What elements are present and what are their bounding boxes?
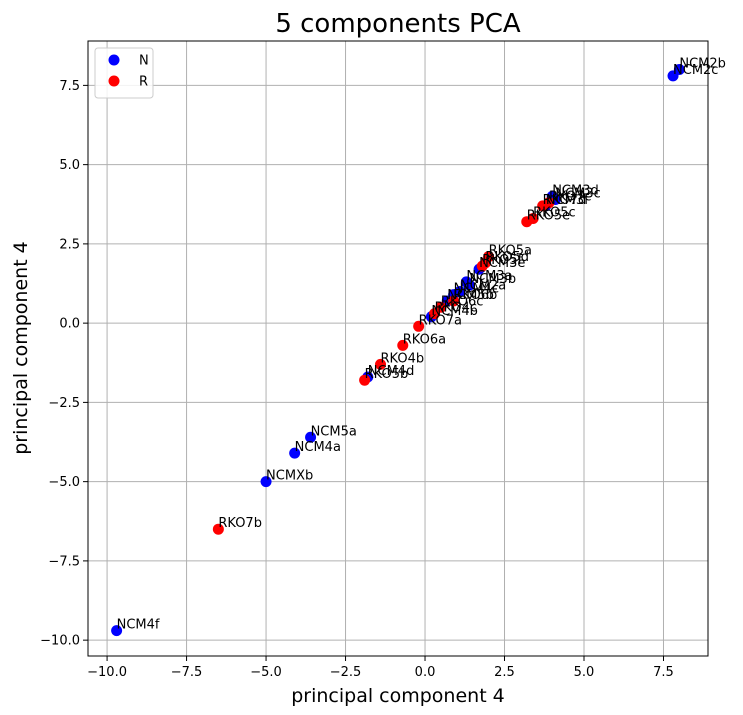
point-label: RKO6a xyxy=(403,332,446,347)
point-label: NCM4d xyxy=(368,364,415,379)
point-label: NCM3a xyxy=(466,269,512,284)
data-point-R xyxy=(448,295,460,307)
x-tick-label: −7.5 xyxy=(171,665,203,680)
x-tick-label: −10.0 xyxy=(87,665,127,680)
data-point-N xyxy=(289,447,301,459)
point-label: NCM3c xyxy=(555,187,600,202)
data-point-R xyxy=(375,358,387,370)
y-tick-label: −5.0 xyxy=(48,475,80,490)
y-axis-label: principal component 4 xyxy=(10,241,32,455)
y-tick-label: −10.0 xyxy=(40,634,80,649)
point-label: NCM3d xyxy=(552,183,599,198)
x-tick-label: 7.5 xyxy=(653,665,674,680)
x-tick-label: −5.0 xyxy=(250,665,282,680)
x-tick-label: −2.5 xyxy=(330,665,362,680)
data-point-R xyxy=(413,320,425,332)
point-label: NCM4c xyxy=(454,282,499,297)
y-tick-label: −7.5 xyxy=(48,554,80,569)
data-point-R xyxy=(397,339,409,351)
point-label: RKO7c xyxy=(549,190,592,205)
grid xyxy=(88,41,708,656)
data-point-R xyxy=(212,523,224,535)
point-label: NCM2c xyxy=(673,63,718,78)
point-label: NCM3e xyxy=(479,256,525,271)
y-tick-label: 2.5 xyxy=(59,237,80,252)
legend-marker xyxy=(108,75,120,87)
legend: NR xyxy=(94,47,154,99)
legend-marker xyxy=(108,54,120,66)
data-point-N xyxy=(667,70,679,82)
data-point-R xyxy=(359,374,371,386)
axis-ticks: −10.0 −7.5 −5.0 −2.5 0.0 2.5 5.0 7.5 −10.0 −7.5 −5… xyxy=(40,79,674,680)
x-axis-label: principal component 4 xyxy=(291,685,505,707)
point-label: RKO5e xyxy=(527,209,570,224)
data-points xyxy=(111,64,685,637)
point-label: RKO4b xyxy=(381,351,425,366)
point-label: RKO7a xyxy=(419,313,462,328)
point-label: RKO4c xyxy=(435,301,478,316)
point-label: NCMXb xyxy=(266,469,313,484)
point-label: NCM4a xyxy=(295,440,341,455)
point-label: RKO7d xyxy=(543,193,587,208)
point-label: RKO5a xyxy=(489,244,532,259)
chart-title: 5 components PCA xyxy=(275,9,521,39)
point-label: RKO6c xyxy=(441,294,484,309)
y-tick-label: 0.0 xyxy=(59,317,80,332)
point-label: RKO5b xyxy=(365,367,409,382)
data-point-N xyxy=(111,625,123,637)
data-point-R xyxy=(521,216,533,228)
point-label: NCM5a xyxy=(311,424,357,439)
y-tick-label: −2.5 xyxy=(48,396,80,411)
data-point-N xyxy=(260,476,272,488)
legend-label: R xyxy=(139,75,148,90)
y-tick-label: 5.0 xyxy=(59,158,80,173)
point-label: NCM2b xyxy=(679,57,726,72)
x-tick-label: 2.5 xyxy=(494,665,515,680)
y-tick-label: 7.5 xyxy=(59,79,80,94)
point-label: RKO5c xyxy=(533,206,576,221)
point-label: NCM3b xyxy=(470,272,517,287)
data-point-N xyxy=(464,279,476,291)
x-tick-label: 0.0 xyxy=(415,665,436,680)
data-point-R xyxy=(429,308,441,320)
point-label: NCM3f xyxy=(546,193,589,208)
point-label: RKO5f xyxy=(482,253,522,268)
plot-frame xyxy=(87,40,709,657)
point-label: NCM5b xyxy=(447,288,494,303)
data-point-R xyxy=(537,200,549,212)
point-label: NCM4b xyxy=(431,304,478,319)
x-tick-label: 5.0 xyxy=(574,665,595,680)
point-label: RKO6b xyxy=(454,288,498,303)
data-point-R xyxy=(476,260,488,272)
point-label: RKO5d xyxy=(485,250,529,265)
legend-label: N xyxy=(139,54,149,69)
point-label: NCM2a xyxy=(460,278,506,293)
point-label: RKO7b xyxy=(218,516,262,531)
point-label: NCM4f xyxy=(117,618,160,633)
data-point-N xyxy=(305,431,317,443)
